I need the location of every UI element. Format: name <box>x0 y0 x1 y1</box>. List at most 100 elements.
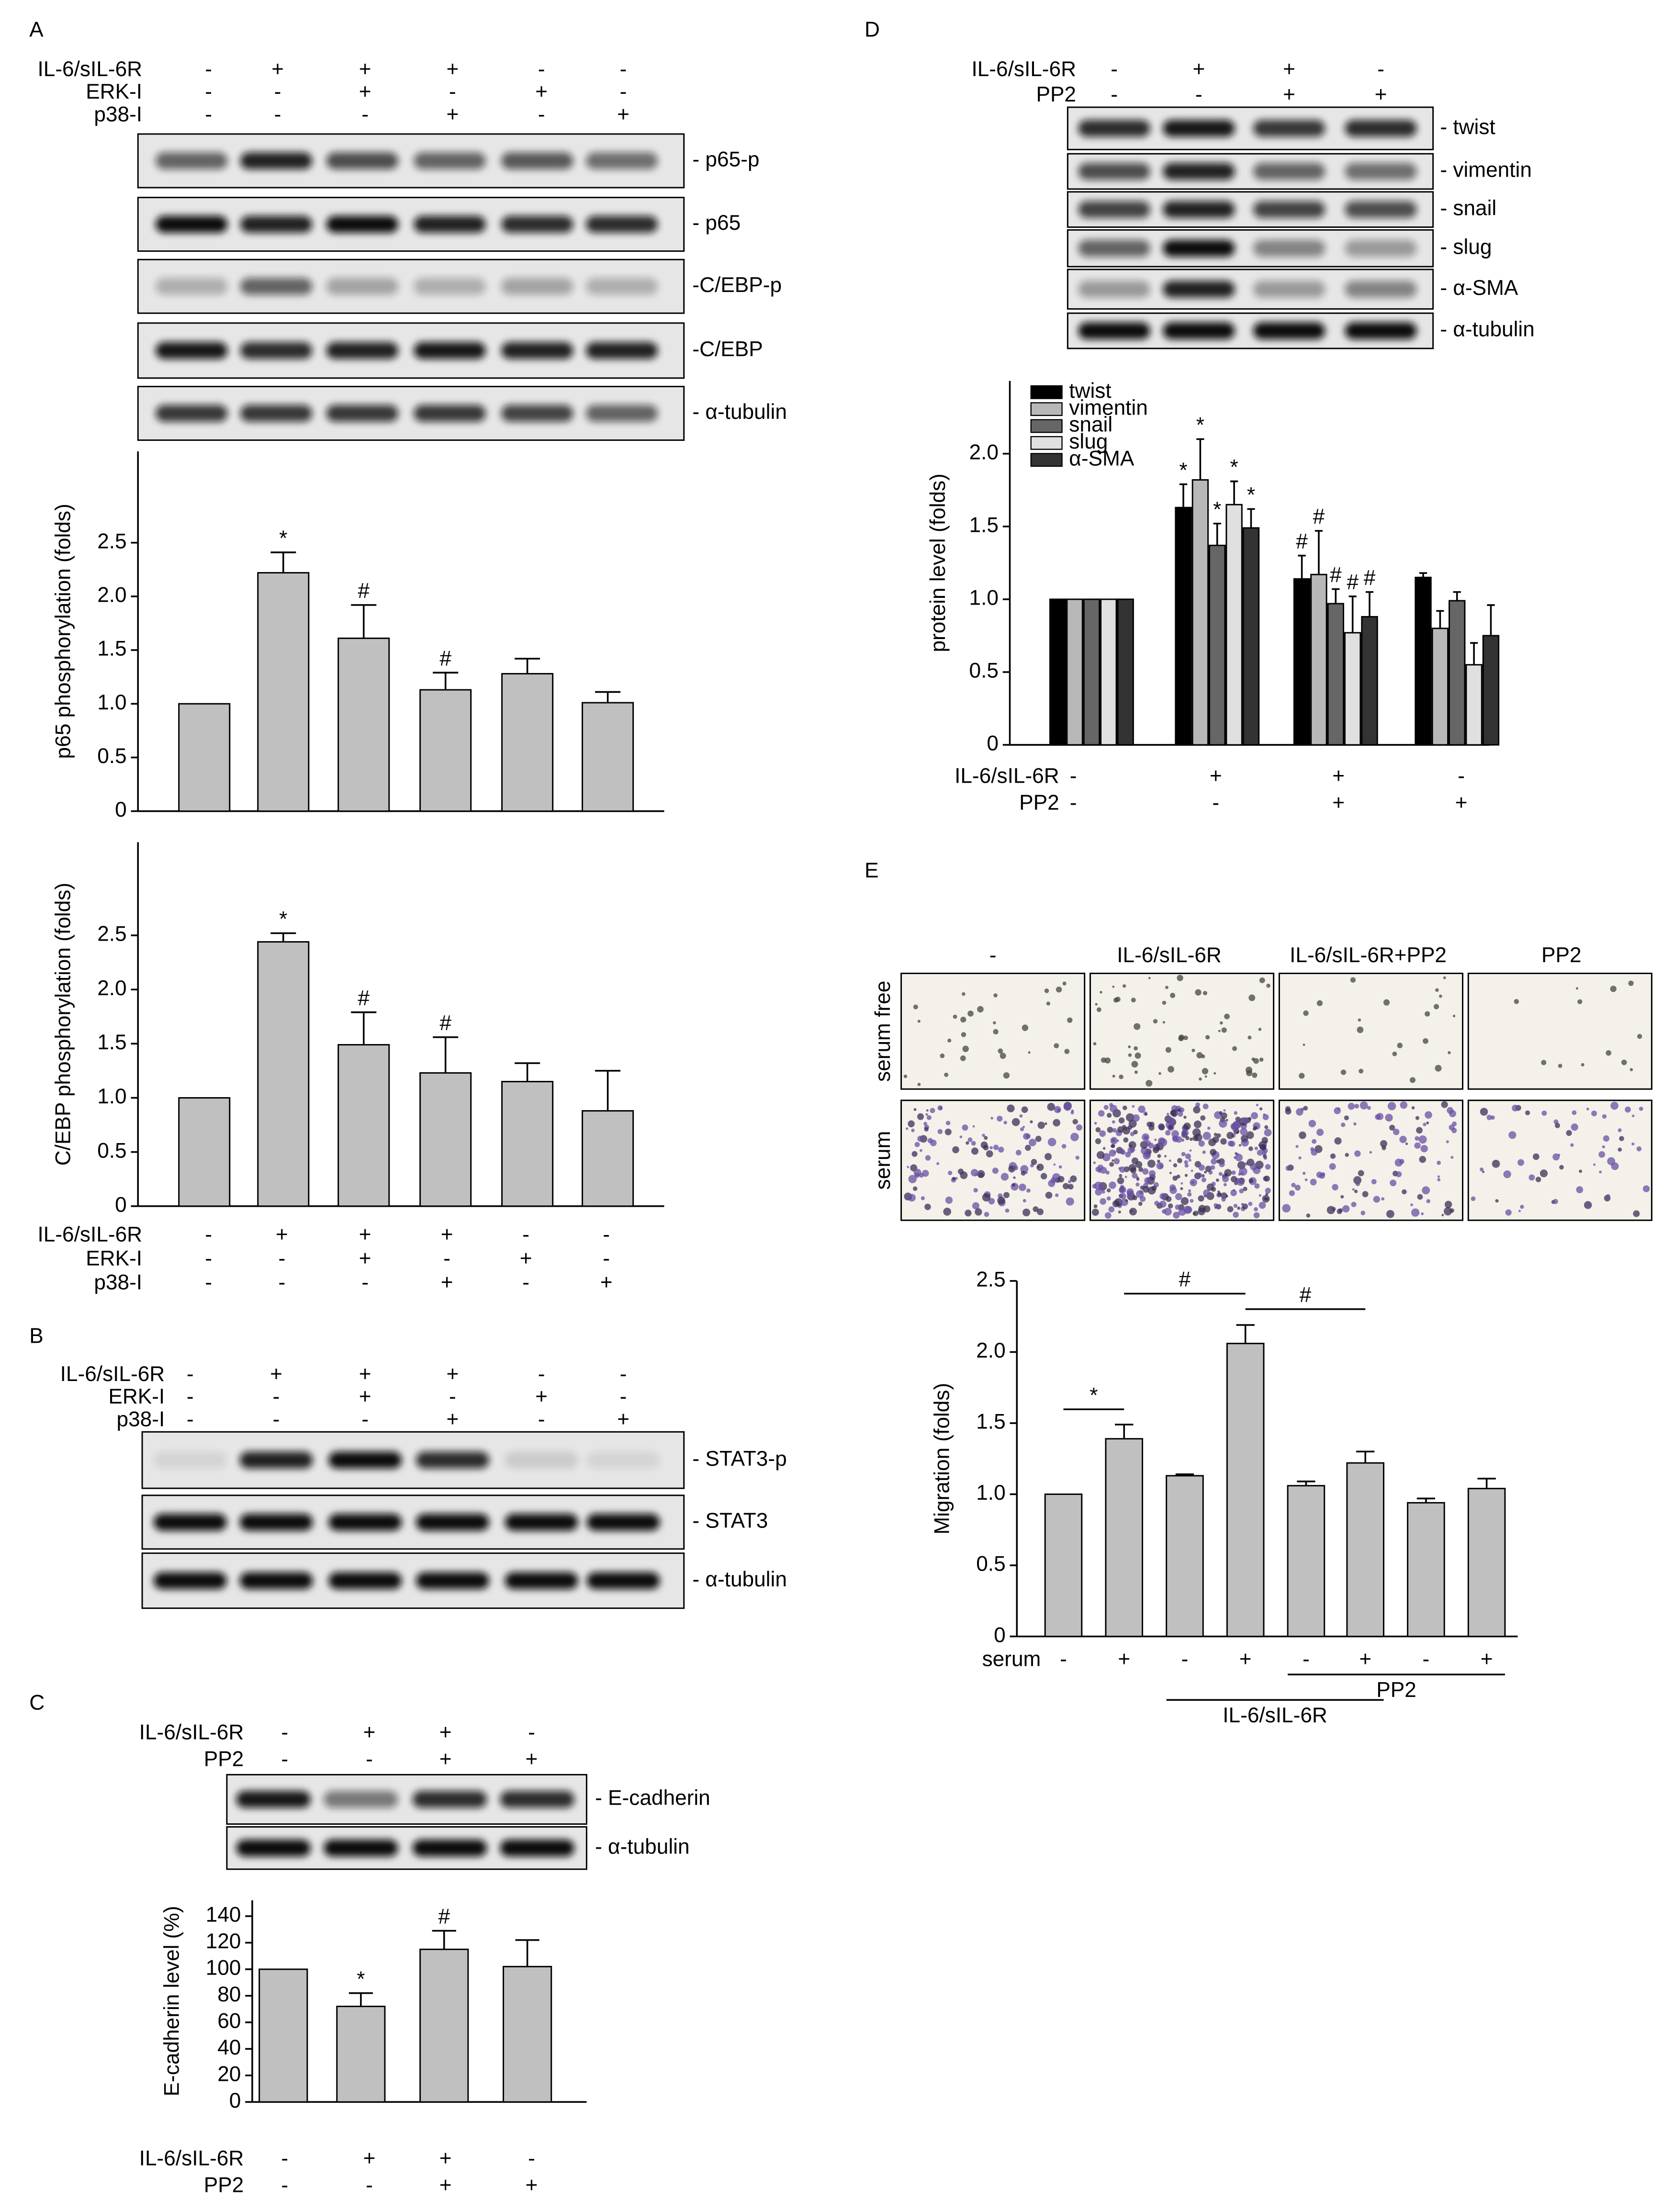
cell <box>1011 1118 1020 1126</box>
condition-sign: - <box>1111 57 1118 81</box>
y-tick-label: 2.0 <box>97 584 126 607</box>
cell <box>1358 1170 1364 1177</box>
cell <box>955 1177 958 1180</box>
condition-name: ERK-I <box>86 1246 142 1270</box>
cell <box>1095 1127 1101 1133</box>
condition-sign: - <box>187 1385 194 1408</box>
cell <box>1067 1017 1073 1023</box>
cell <box>939 1106 943 1110</box>
blot-band <box>1345 281 1417 298</box>
cell <box>1130 1167 1136 1174</box>
cell <box>1541 1111 1547 1116</box>
cell <box>1184 1174 1188 1177</box>
significance-mark: * <box>1247 483 1255 506</box>
cell <box>1397 1043 1403 1048</box>
cell <box>917 1113 924 1120</box>
significance-mark: * <box>1196 414 1204 437</box>
cell <box>1220 1021 1223 1025</box>
cell <box>1142 1168 1149 1175</box>
cell <box>1165 1130 1171 1136</box>
condition-sign: - <box>620 57 627 81</box>
condition-sign: - <box>1181 1647 1189 1671</box>
cell <box>1136 1190 1144 1198</box>
condition-sign: + <box>270 1362 282 1386</box>
cell <box>1140 1185 1145 1190</box>
cell <box>1508 1131 1517 1139</box>
cell <box>1202 1132 1211 1140</box>
cell <box>1205 1166 1212 1172</box>
cell <box>1152 1146 1159 1154</box>
condition-name: serum <box>982 1647 1041 1671</box>
legend-swatch <box>1030 385 1063 399</box>
cell <box>1119 1186 1126 1194</box>
blot-band <box>1163 240 1235 257</box>
legend-label: vimentin <box>1069 396 1148 419</box>
cell <box>1599 1170 1602 1174</box>
blot-band <box>1163 281 1235 298</box>
cell <box>1045 1191 1053 1199</box>
blot-band <box>1078 201 1150 218</box>
blot-band <box>500 1791 574 1808</box>
cell <box>1390 1179 1397 1187</box>
bar <box>1310 573 1327 746</box>
cell <box>1400 1101 1408 1109</box>
cell <box>997 1115 1003 1122</box>
row-header: serum <box>871 1131 895 1190</box>
condition-sign: + <box>359 1362 371 1386</box>
cell <box>984 1212 989 1217</box>
condition-sign: + <box>526 1748 538 1771</box>
cell <box>1094 1122 1097 1125</box>
cell <box>1258 1028 1262 1031</box>
micrograph <box>900 973 1086 1090</box>
cell <box>1193 1120 1202 1128</box>
cell <box>1423 1038 1428 1044</box>
blot-band <box>324 1839 398 1857</box>
cell <box>1246 1067 1253 1074</box>
blot-band <box>1345 120 1417 137</box>
cell <box>965 1209 972 1217</box>
cell <box>1259 1144 1267 1151</box>
cell <box>1381 1197 1385 1201</box>
cell <box>1259 977 1265 983</box>
comparison-label: # <box>1300 1283 1312 1307</box>
condition-sign: + <box>535 80 548 103</box>
cell <box>1619 1136 1624 1141</box>
cell <box>1581 1063 1584 1067</box>
significance-mark: * <box>279 527 287 550</box>
condition-sign: - <box>205 102 212 126</box>
bar <box>1225 504 1243 746</box>
cell <box>1360 1211 1366 1215</box>
y-tick-label: 0 <box>115 1193 127 1216</box>
cell <box>1131 998 1136 1003</box>
cell <box>1192 1128 1201 1137</box>
group-label: IL-6/sIL-6R <box>1223 1704 1327 1727</box>
condition-sign: - <box>281 2147 288 2170</box>
cell <box>1146 1079 1153 1087</box>
cell <box>911 1128 915 1133</box>
cell <box>1217 1192 1222 1197</box>
cell <box>1099 1130 1106 1137</box>
error-bar <box>1356 1450 1375 1463</box>
cell <box>1223 1183 1227 1187</box>
blot-band <box>414 215 486 233</box>
cell <box>1371 1179 1377 1185</box>
cell <box>1221 1027 1227 1033</box>
cell <box>1202 991 1207 996</box>
cell <box>1109 1103 1113 1107</box>
condition-sign: - <box>443 1246 450 1270</box>
cell <box>1119 1074 1123 1079</box>
condition-sign: - <box>1423 1647 1430 1671</box>
cell <box>1195 1102 1200 1107</box>
cell <box>1110 1137 1118 1145</box>
cell <box>1602 1114 1607 1119</box>
condition-sign: + <box>447 102 459 126</box>
cell <box>1168 1125 1173 1130</box>
condition-sign: - <box>274 80 281 103</box>
error-bar <box>351 604 377 639</box>
cell <box>1265 1164 1271 1170</box>
condition-sign: - <box>449 1385 456 1408</box>
cell <box>997 1196 1005 1205</box>
cell <box>1425 1011 1430 1017</box>
cell <box>1362 1191 1369 1198</box>
cell <box>1169 1117 1175 1123</box>
